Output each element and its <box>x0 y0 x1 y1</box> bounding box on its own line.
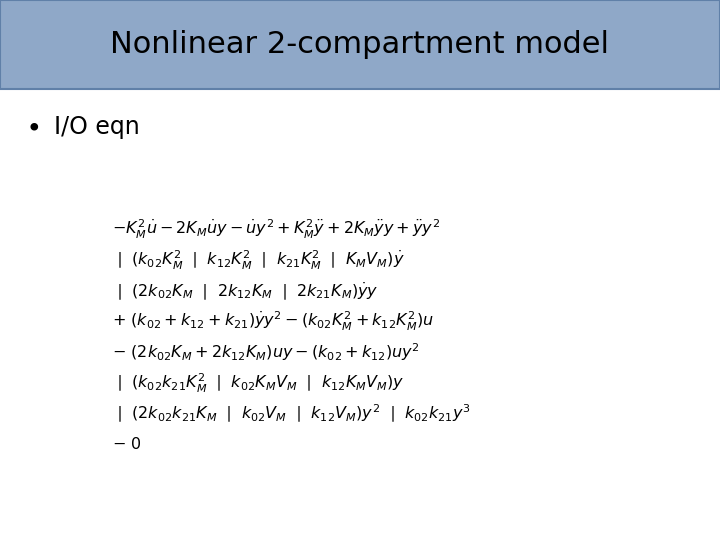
Text: $\mid\ (2k_{02}K_M\ \mid\ 2k_{12}K_M\ \mid\ 2k_{21}K_M)\dot{y}y$: $\mid\ (2k_{02}K_M\ \mid\ 2k_{12}K_M\ \m… <box>112 280 378 302</box>
Text: $\mid\ (k_{02}k_{21}K_M^2\ \mid\ k_{02}K_M V_M\ \mid\ k_{12}K_M V_M)y$: $\mid\ (k_{02}k_{21}K_M^2\ \mid\ k_{02}K… <box>112 372 404 395</box>
FancyBboxPatch shape <box>0 0 720 89</box>
Text: I/O eqn: I/O eqn <box>54 115 140 139</box>
Text: $\mid\ (k_{02}K_M^2\ \mid\ k_{12}K_M^2\ \mid\ k_{21}K_M^2\ \mid\ K_M V_M)\dot{y}: $\mid\ (k_{02}K_M^2\ \mid\ k_{12}K_M^2\ … <box>112 249 405 272</box>
Text: $\mid\ (2k_{02}k_{21}K_M\ \mid\ k_{02}V_M\ \mid\ k_{12}V_M)y^2\ \mid\ k_{02}k_{2: $\mid\ (2k_{02}k_{21}K_M\ \mid\ k_{02}V_… <box>112 403 470 426</box>
Text: Nonlinear 2-compartment model: Nonlinear 2-compartment model <box>110 30 610 59</box>
Text: $-\ 0$: $-\ 0$ <box>112 436 141 454</box>
Text: $-\ (2k_{02}K_M + 2k_{12}K_M)uy - (k_{02} + k_{12})uy^2$: $-\ (2k_{02}K_M + 2k_{12}K_M)uy - (k_{02… <box>112 342 420 363</box>
Text: $+\ (k_{02} + k_{12} + k_{21})\dot{y}y^2 - (k_{02}K_M^2 + k_{12}K_M^2)u$: $+\ (k_{02} + k_{12} + k_{21})\dot{y}y^2… <box>112 310 433 333</box>
Text: $\bullet$: $\bullet$ <box>25 114 40 140</box>
Text: $-K_M^2\dot{u} - 2K_M\dot{u}y - \dot{u}y^2 + K_M^2\ddot{y} + 2K_M\ddot{y}y + \dd: $-K_M^2\dot{u} - 2K_M\dot{u}y - \dot{u}y… <box>112 218 440 241</box>
